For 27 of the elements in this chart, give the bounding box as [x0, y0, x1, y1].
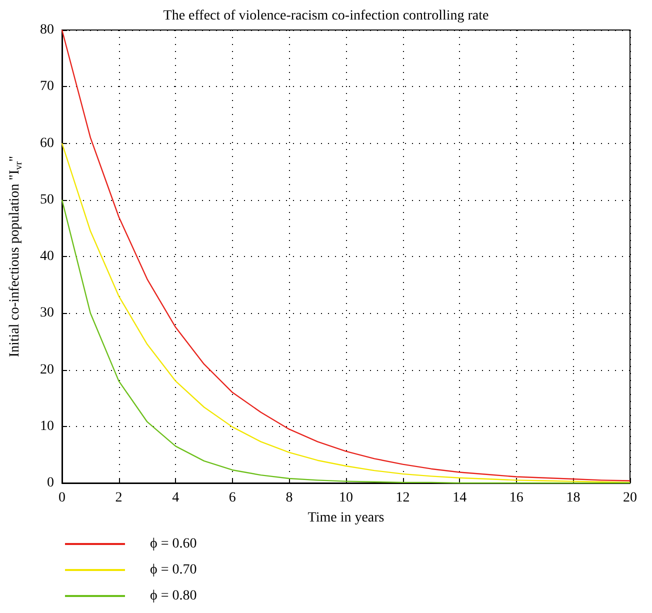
y-tick-label: 60	[40, 136, 54, 151]
x-axis-title: Time in years	[308, 510, 384, 526]
y-tick-label: 0	[47, 476, 54, 490]
y-tick-label: 10	[40, 418, 54, 434]
x-tick-label: 18	[566, 490, 580, 506]
x-tick-label: 2	[115, 490, 122, 506]
x-tick-label: 16	[509, 490, 524, 506]
y-axis-title: Initial co-infectious population "Ivr"	[8, 156, 24, 358]
legend-label: ϕ = 0.70	[150, 562, 197, 578]
x-tick-label: 0	[58, 490, 66, 506]
y-tick-label: 40	[40, 249, 54, 264]
line-series	[61, 29, 631, 482]
legend-label: ϕ = 0.80	[150, 588, 197, 604]
y-tick-label: 50	[40, 192, 54, 208]
x-tick-label: 12	[396, 490, 410, 506]
y-tick-label: 70	[40, 79, 54, 94]
x-tick-label: 14	[452, 490, 467, 506]
x-tick-label: 4	[172, 490, 180, 506]
x-tick-label: 10	[339, 490, 353, 506]
y-tick-label: 80	[40, 22, 54, 38]
x-tick-label: 6	[228, 490, 236, 506]
x-tick-label: 20	[623, 490, 637, 506]
x-tick-label: 8	[286, 490, 293, 506]
legend-label: ϕ = 0.60	[150, 536, 197, 552]
y-tick-label: 30	[40, 306, 54, 321]
y-tick-label: 20	[40, 362, 54, 378]
chart-title: The effect of violence-racism co-infection controlling rate	[163, 8, 489, 24]
